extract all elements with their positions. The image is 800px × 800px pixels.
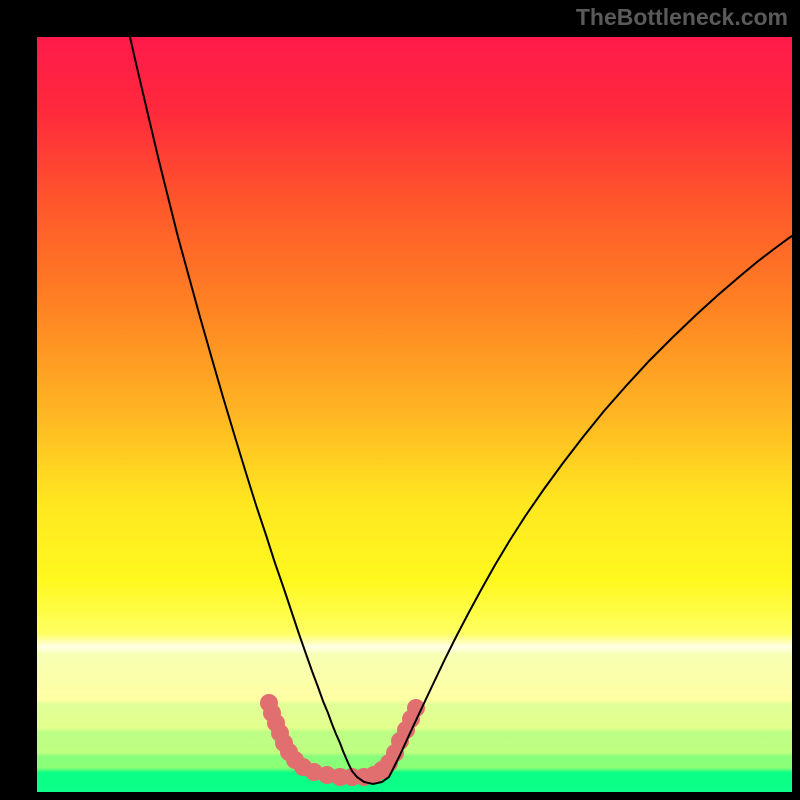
- watermark-text: TheBottleneck.com: [576, 4, 788, 31]
- curve-left-branch: [130, 37, 352, 771]
- chart-container: TheBottleneck.com: [0, 0, 800, 800]
- curve-overlay: [37, 37, 792, 792]
- curve-right-branch: [394, 236, 792, 767]
- marker-group: [261, 695, 425, 786]
